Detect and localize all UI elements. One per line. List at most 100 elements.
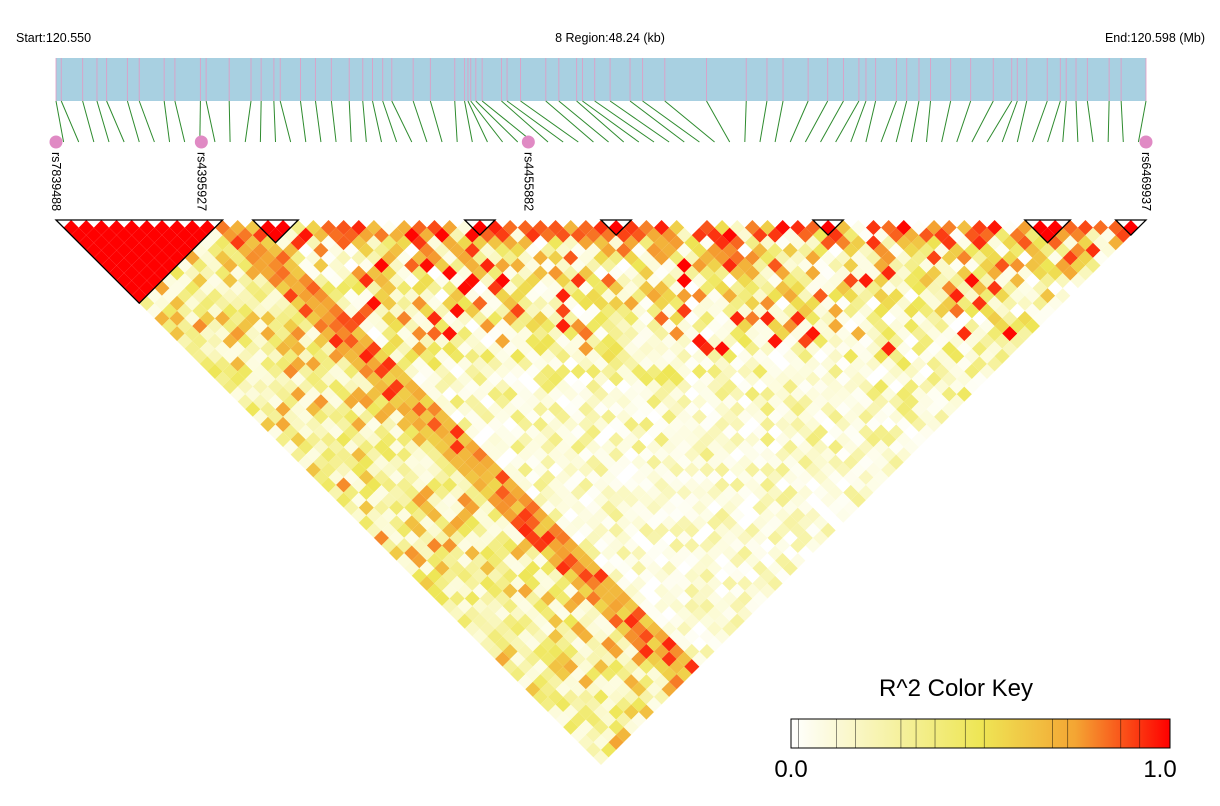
ld-cell bbox=[1085, 227, 1101, 243]
snp-connector-line bbox=[910, 100, 920, 143]
ld-cell bbox=[366, 235, 382, 251]
ld-cell bbox=[464, 500, 480, 516]
ld-cell bbox=[790, 553, 806, 569]
ld-cell bbox=[305, 371, 321, 387]
ld-cell bbox=[911, 295, 927, 311]
snp-connector-line bbox=[174, 100, 186, 143]
ld-cell bbox=[540, 651, 556, 667]
ld-cell bbox=[343, 378, 359, 395]
ld-cell bbox=[411, 325, 427, 342]
ld-cell bbox=[881, 371, 897, 387]
ld-cell bbox=[411, 250, 427, 266]
ld-cell bbox=[290, 325, 306, 342]
ld-cell bbox=[706, 590, 723, 607]
ld-cell bbox=[911, 371, 927, 387]
ld-cell bbox=[548, 220, 564, 236]
ld-cell bbox=[260, 280, 276, 296]
ld-cell bbox=[199, 265, 215, 281]
ld-cell bbox=[843, 439, 859, 455]
ld-cell bbox=[124, 250, 140, 266]
ld-cell bbox=[222, 272, 238, 289]
ld-cell bbox=[260, 371, 276, 387]
ld-cell bbox=[1070, 272, 1086, 289]
snp-connector-line bbox=[545, 100, 594, 143]
ld-cell bbox=[442, 220, 458, 236]
ld-cell bbox=[706, 424, 723, 440]
ld-cell bbox=[570, 636, 586, 652]
ld-cell bbox=[358, 257, 374, 273]
ld-cell bbox=[442, 507, 458, 523]
ld-cell bbox=[237, 257, 253, 273]
ld-cell bbox=[949, 242, 965, 258]
ld-cell bbox=[275, 265, 291, 281]
ld-cell bbox=[812, 424, 829, 440]
ld-cell bbox=[540, 696, 556, 713]
ld-cell bbox=[706, 621, 723, 637]
ld-cell bbox=[896, 447, 912, 463]
ld-cell bbox=[207, 303, 223, 319]
ld-cell bbox=[540, 454, 556, 470]
snp-connector-line bbox=[467, 100, 488, 143]
ld-cell bbox=[275, 341, 291, 357]
ld-cell bbox=[548, 235, 564, 251]
ld-cell bbox=[464, 439, 480, 455]
ld-cell bbox=[616, 454, 632, 470]
ld-cell bbox=[328, 318, 344, 334]
ld-cell bbox=[411, 386, 427, 402]
ld-cell bbox=[843, 409, 859, 425]
ld-cell bbox=[495, 303, 511, 319]
ld-cell bbox=[411, 401, 427, 417]
ld-cell bbox=[608, 341, 624, 357]
ld-cell bbox=[184, 325, 200, 342]
ld-cell bbox=[775, 431, 791, 448]
ld-cell bbox=[101, 227, 117, 243]
ld-cell bbox=[525, 500, 541, 516]
ld-cell bbox=[472, 401, 488, 417]
ld-cell bbox=[744, 356, 760, 372]
snp-connector-line bbox=[330, 100, 337, 143]
ld-cell bbox=[381, 235, 397, 251]
snp-connector-line bbox=[199, 100, 201, 143]
ld-cell bbox=[343, 303, 359, 319]
ld-cell bbox=[290, 235, 306, 251]
snp-connector-line bbox=[314, 100, 322, 143]
ld-cell bbox=[881, 462, 897, 478]
ld-cell bbox=[1070, 242, 1086, 258]
ld-cell bbox=[744, 371, 760, 387]
ld-cell bbox=[775, 310, 791, 326]
snp-connector-line bbox=[820, 100, 844, 143]
ld-cell bbox=[570, 484, 586, 501]
ld-cell bbox=[373, 409, 390, 425]
ld-cell bbox=[373, 303, 390, 319]
ld-cell bbox=[1047, 220, 1063, 236]
ld-cell bbox=[722, 500, 738, 516]
ld-cell bbox=[540, 500, 556, 516]
ld-cell bbox=[495, 409, 511, 425]
ld-cell bbox=[744, 431, 760, 448]
ld-cell bbox=[608, 280, 624, 296]
ld-cell bbox=[608, 492, 624, 508]
snp-connector-line bbox=[55, 100, 65, 143]
ld-cell bbox=[464, 575, 480, 591]
ld-cell bbox=[608, 522, 624, 538]
ld-cell bbox=[570, 424, 586, 440]
ld-cell bbox=[207, 348, 223, 364]
snp-connector-line bbox=[1001, 100, 1018, 143]
ld-cell bbox=[502, 371, 518, 387]
ld-cell bbox=[464, 242, 480, 258]
snp-connector-line bbox=[835, 100, 860, 143]
ld-cell bbox=[744, 280, 760, 296]
ld-cell bbox=[328, 378, 344, 395]
ld-cell bbox=[881, 220, 897, 236]
ld-cell bbox=[230, 295, 246, 311]
ld-cell bbox=[305, 462, 321, 478]
ld-cell bbox=[358, 469, 374, 485]
ld-cell bbox=[517, 386, 533, 402]
ld-cell bbox=[843, 333, 859, 349]
ld-cell bbox=[896, 325, 912, 342]
ld-cell bbox=[192, 272, 208, 289]
ld-cell bbox=[638, 598, 654, 614]
ld-cell bbox=[442, 356, 458, 372]
snp-connector-line bbox=[138, 100, 155, 143]
ld-cell bbox=[979, 242, 995, 258]
